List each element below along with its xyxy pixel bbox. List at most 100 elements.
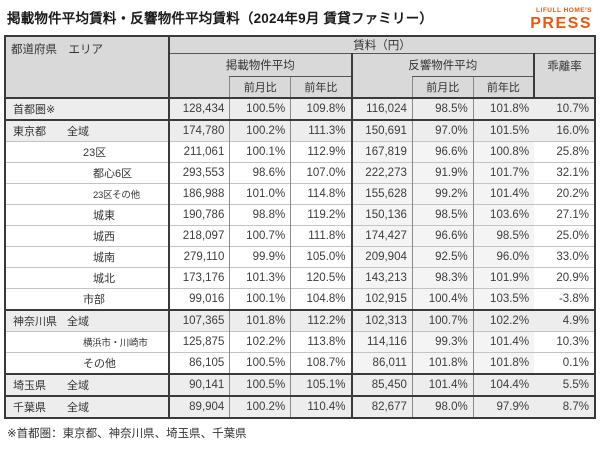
row-label: 横浜市・川崎市 — [5, 330, 169, 352]
deviation-cell: 5.5% — [534, 372, 595, 396]
area-label: 全域 — [67, 315, 89, 328]
listed-rent-cell: 173,176 — [168, 266, 230, 288]
listed-mom-cell: 100.5% — [229, 96, 291, 120]
table-header: 都道府県 エリア 賃料（円） 掲載物件平均 反響物件平均 乖離率 前月比 前年比… — [5, 35, 595, 98]
column-header-listed-mom: 前月比 — [229, 75, 291, 98]
footnote: ※首都圏：東京都、神奈川県、埼玉県、千葉県 — [7, 427, 247, 440]
area-label: 23区 — [83, 146, 107, 159]
response-rent-cell: 174,427 — [350, 224, 413, 246]
row-label: 城南 — [5, 245, 169, 267]
listed-yoy-cell: 120.5% — [290, 266, 352, 288]
response-yoy-cell: 98.5% — [472, 224, 535, 246]
listed-yoy-cell: 107.0% — [290, 161, 352, 183]
prefecture-label: 東京都 — [13, 125, 46, 138]
listed-rent-cell: 89,904 — [168, 394, 230, 418]
deviation-cell: 32.1% — [534, 161, 595, 183]
column-header-area: 都道府県 エリア — [5, 35, 169, 98]
response-mom-cell: 100.4% — [411, 287, 474, 310]
deviation-cell: 0.1% — [534, 351, 595, 374]
row-label: 東京都 全域 — [5, 118, 169, 141]
response-yoy-cell: 103.6% — [472, 203, 535, 225]
response-yoy-cell: 101.8% — [472, 96, 535, 120]
response-yoy-cell: 97.9% — [472, 394, 535, 418]
area-label: 全域 — [67, 125, 89, 138]
row-label: 神奈川県 全域 — [5, 308, 169, 331]
column-header-response-avg: 反響物件平均 — [350, 53, 535, 76]
header-row-rent: 都道府県 エリア 賃料（円） — [5, 35, 595, 98]
listed-yoy-cell: 105.0% — [290, 245, 352, 267]
deviation-cell: 10.3% — [534, 330, 595, 352]
response-mom-cell: 98.3% — [411, 266, 474, 288]
response-mom-cell: 101.8% — [411, 351, 474, 374]
title-bar: 掲載物件平均賃料・反響物件平均賃料（2024年9月 賃貸ファミリー） LIFUL… — [0, 0, 600, 35]
table-row: 城西 218,097 100.7% 111.8% 174,427 96.6% 98.5% 25… — [5, 224, 595, 246]
listed-mom-cell: 101.0% — [229, 182, 291, 204]
response-mom-cell: 98.5% — [411, 203, 474, 225]
response-mom-cell: 91.9% — [411, 161, 474, 183]
response-rent-cell: 116,024 — [350, 96, 413, 120]
listed-rent-cell: 107,365 — [168, 308, 230, 331]
table-row: 東京都 全域 174,780 100.2% 111.3% 150,691 97.0% 101.… — [5, 118, 595, 141]
listed-yoy-cell: 104.8% — [290, 287, 352, 310]
table-row: 千葉県 全域 89,904 100.2% 110.4% 82,677 98.0% 97.9% 8… — [5, 394, 595, 418]
area-label: 都心6区 — [93, 167, 133, 180]
prefecture-label: 首都圏※ — [13, 103, 56, 116]
deviation-cell: 20.2% — [534, 182, 595, 204]
listed-yoy-cell: 114.8% — [290, 182, 352, 204]
area-label: 城北 — [93, 272, 115, 285]
listed-mom-cell: 100.5% — [229, 351, 291, 374]
listed-rent-cell: 90,141 — [168, 372, 230, 396]
listed-rent-cell: 190,786 — [168, 203, 230, 225]
row-label: 埼玉県 全域 — [5, 372, 169, 396]
listed-mom-cell: 99.9% — [229, 245, 291, 267]
area-label: 23区その他 — [93, 189, 140, 201]
prefecture-label: 埼玉県 — [13, 379, 46, 392]
response-mom-cell: 97.0% — [411, 118, 474, 141]
area-label: 城西 — [93, 230, 115, 243]
deviation-cell: 27.1% — [534, 203, 595, 225]
table-row: 23区その他 186,988 101.0% 114.8% 155,628 99.2% 101… — [5, 182, 595, 204]
response-rent-cell: 85,450 — [350, 372, 413, 396]
deviation-cell: 4.9% — [534, 308, 595, 331]
header-row-sub: 前月比 前年比 前月比 前年比 — [5, 75, 595, 98]
listed-mom-cell: 100.1% — [229, 140, 291, 162]
column-header-rent-yen: 賃料（円） — [168, 35, 595, 54]
area-label: 全域 — [67, 401, 89, 414]
response-yoy-cell: 96.0% — [472, 245, 535, 267]
area-label: 城東 — [93, 209, 115, 222]
rent-table: 都道府県 エリア 賃料（円） 掲載物件平均 反響物件平均 乖離率 前月比 前年比… — [4, 34, 596, 419]
response-mom-cell: 96.6% — [411, 224, 474, 246]
listed-mom-cell: 100.2% — [229, 118, 291, 141]
table-row: 城南 279,110 99.9% 105.0% 209,904 92.5% 96.0% 33.… — [5, 245, 595, 267]
listed-rent-cell: 99,016 — [168, 287, 230, 310]
response-rent-cell: 102,313 — [350, 308, 413, 331]
response-rent-cell: 102,915 — [350, 287, 413, 310]
row-label: 城東 — [5, 203, 169, 225]
table-row: 埼玉県 全域 90,141 100.5% 105.1% 85,450 101.4% 104.4… — [5, 372, 595, 396]
area-label: 城南 — [93, 251, 115, 264]
response-yoy-cell: 101.5% — [472, 118, 535, 141]
listed-rent-cell: 128,434 — [168, 96, 230, 120]
row-label: 首都圏※ — [5, 96, 169, 120]
listed-mom-cell: 100.5% — [229, 372, 291, 396]
area-label: 全域 — [67, 379, 89, 392]
area-label: 横浜市・川崎市 — [83, 337, 148, 349]
area-label: 市部 — [83, 293, 105, 306]
response-rent-cell: 86,011 — [350, 351, 413, 374]
response-rent-cell: 209,904 — [350, 245, 413, 267]
response-yoy-cell: 101.9% — [472, 266, 535, 288]
logo-press-text: PRESS — [530, 14, 592, 32]
listed-rent-cell: 211,061 — [168, 140, 230, 162]
listed-rent-cell: 174,780 — [168, 118, 230, 141]
listed-yoy-cell: 108.7% — [290, 351, 352, 374]
response-yoy-cell: 101.4% — [472, 182, 535, 204]
response-yoy-cell: 102.2% — [472, 308, 535, 331]
listed-mom-cell: 98.6% — [229, 161, 291, 183]
table-row: 城東 190,786 98.8% 119.2% 150,136 98.5% 103.6% 27… — [5, 203, 595, 225]
column-header-listed-yoy: 前年比 — [290, 75, 352, 98]
prefecture-label: 千葉県 — [13, 401, 46, 414]
table-row: 23区 211,061 100.1% 112.9% 167,819 96.6% 100.8%… — [5, 140, 595, 162]
header-blank-listed — [168, 76, 230, 98]
page-title: 掲載物件平均賃料・反響物件平均賃料（2024年9月 賃貸ファミリー） — [7, 11, 434, 26]
listed-yoy-cell: 112.9% — [290, 140, 352, 162]
